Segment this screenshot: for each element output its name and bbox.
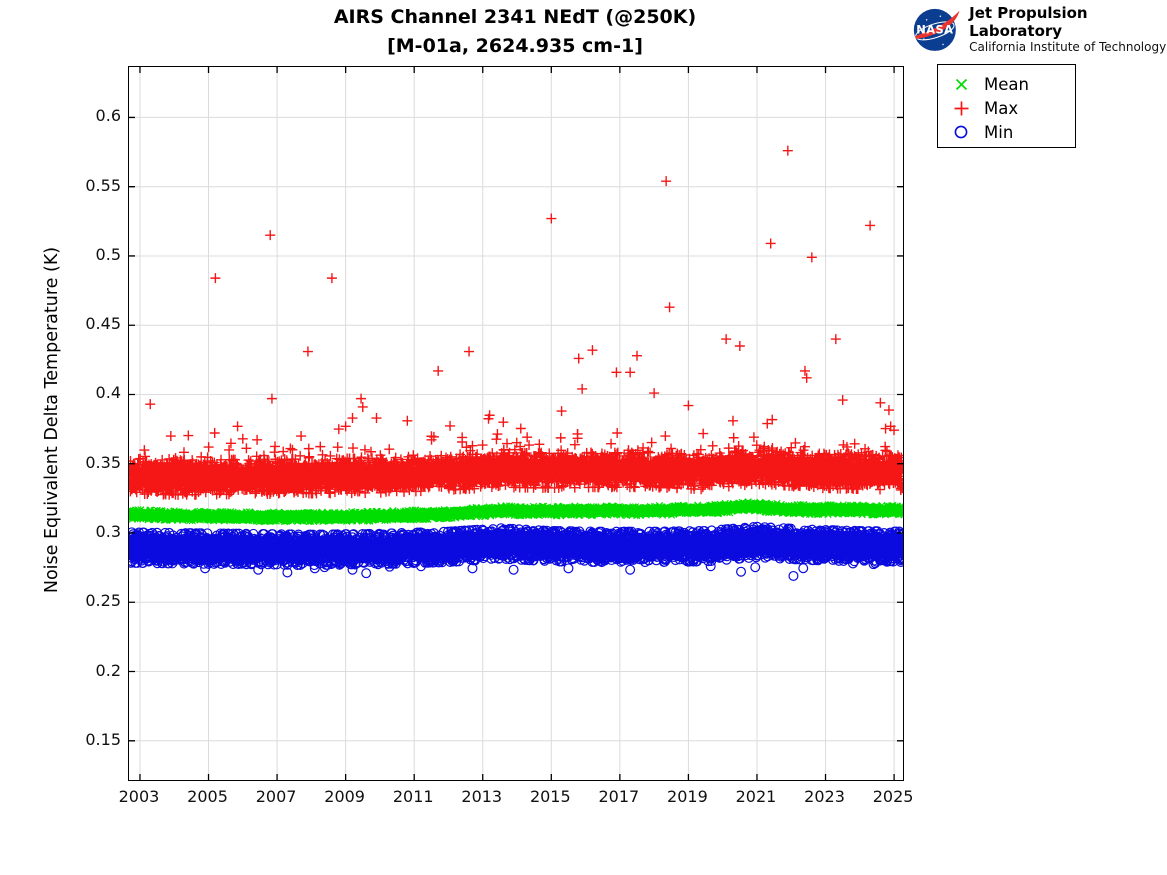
plus-marker-icon (938, 100, 984, 117)
legend-label-mean: Mean (984, 74, 1029, 94)
legend-item-min: Min (938, 120, 1075, 144)
y-tick-label: 0.2 (95, 660, 121, 680)
chart-title-line1: AIRS Channel 2341 NEdT (@250K) (333, 6, 697, 28)
nasa-text: NASA (916, 23, 953, 37)
y-tick-label: 0.25 (85, 591, 121, 611)
x-tick-label: 2003 (118, 787, 160, 806)
plot-area (128, 66, 904, 781)
y-tick-label: 0.5 (95, 244, 121, 264)
legend: Mean Max Min (937, 64, 1076, 148)
legend-item-max: Max (938, 96, 1075, 120)
chart-title: AIRS Channel 2341 NEdT (@250K) [M-01a, 2… (334, 3, 696, 60)
chart-title-line2: [M-01a, 2624.935 cm-1] (387, 34, 643, 57)
y-tick-label: 0.6 (95, 106, 121, 126)
legend-item-mean: Mean (938, 72, 1075, 96)
y-tick-label: 0.45 (85, 314, 121, 334)
legend-label-max: Max (984, 98, 1019, 118)
y-tick-label: 0.4 (95, 383, 121, 403)
x-tick-label: 2011 (392, 787, 434, 806)
jpl-subname: California Institute of Technology (969, 39, 1167, 54)
circle-marker-icon (938, 124, 984, 140)
y-axis-label: Noise Equivalent Delta Temperature (K) (42, 246, 62, 594)
jpl-name: Jet Propulsion Laboratory (969, 3, 1088, 40)
x-tick-label: 2017 (598, 787, 640, 806)
y-tick-label: 0.3 (95, 522, 121, 541)
x-tick-label: 2009 (324, 787, 365, 806)
x-tick-label: 2015 (529, 787, 571, 806)
y-tick-label: 0.35 (85, 452, 121, 472)
x-tick-label: 2021 (735, 787, 777, 806)
y-tick-label: 0.15 (85, 729, 121, 749)
x-tick-label: 2005 (187, 787, 228, 806)
x-tick-label: 2025 (872, 787, 914, 806)
x-tick-label: 2007 (255, 787, 297, 806)
jpl-logo: NASA Jet Propulsion Laboratory Californi… (912, 2, 1167, 56)
x-tick-label: 2019 (667, 787, 708, 806)
x-marker-icon (938, 77, 984, 92)
nasa-meatball-icon: NASA (913, 8, 960, 51)
jpl-text-block: Jet Propulsion Laboratory California Ins… (969, 4, 1167, 55)
chart-canvas (129, 67, 903, 780)
x-tick-label: 2023 (804, 787, 845, 806)
x-tick-label: 2013 (461, 787, 503, 806)
y-tick-label: 0.55 (85, 175, 121, 195)
legend-label-min: Min (984, 122, 1014, 142)
